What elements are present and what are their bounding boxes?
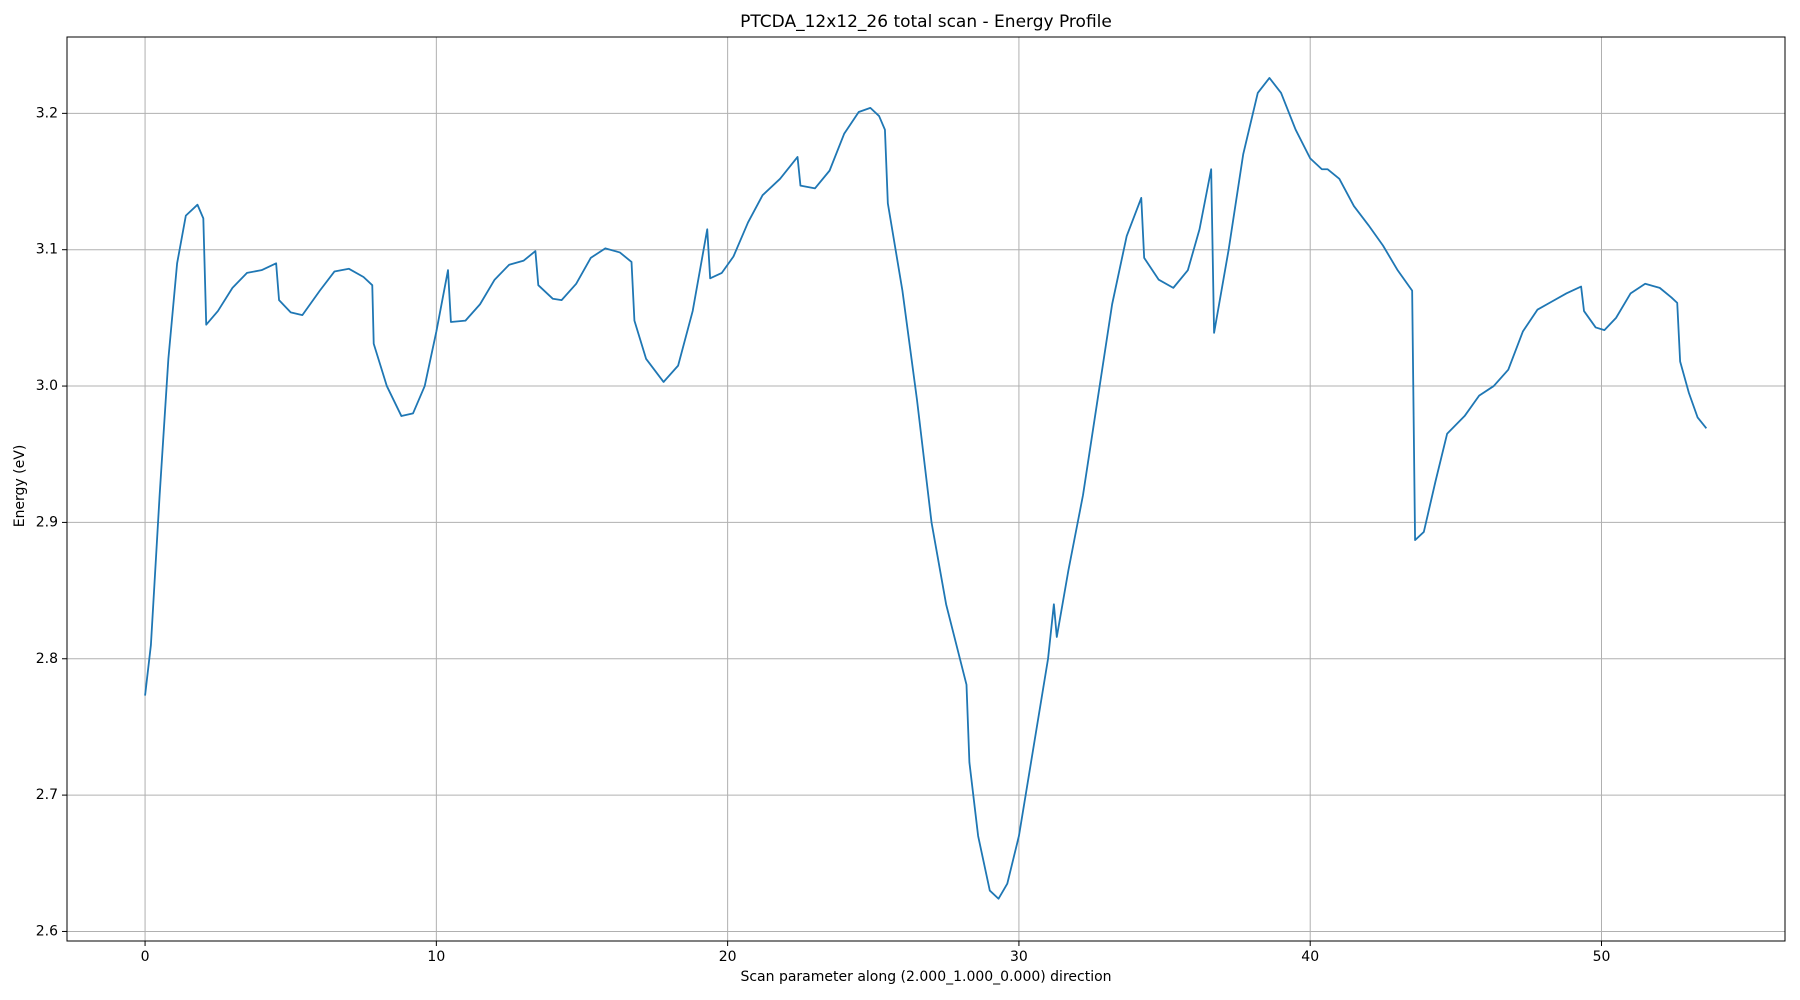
x-tick-label: 40 xyxy=(1301,949,1319,965)
y-tick-label: 2.6 xyxy=(36,923,58,939)
y-tick-label: 2.8 xyxy=(36,651,58,667)
y-tick-label: 3.1 xyxy=(36,242,58,258)
x-tick-label: 0 xyxy=(141,949,150,965)
y-tick-label: 2.9 xyxy=(36,514,58,530)
x-axis-label: Scan parameter along (2.000_1.000_0.000)… xyxy=(740,969,1111,985)
x-tick-label: 50 xyxy=(1593,949,1611,965)
plot-frame xyxy=(66,36,1786,942)
y-tick-label: 3.2 xyxy=(36,105,58,121)
x-tick-label: 20 xyxy=(719,949,737,965)
data-line xyxy=(144,77,1708,900)
chart-title: PTCDA_12x12_26 total scan - Energy Profi… xyxy=(740,12,1112,32)
y-tick-label: 3.0 xyxy=(36,378,58,394)
x-tick-label: 10 xyxy=(427,949,445,965)
y-axis-label: Energy (eV) xyxy=(12,445,28,528)
y-tick-label: 2.7 xyxy=(36,787,58,803)
x-tick-label: 30 xyxy=(1010,949,1028,965)
